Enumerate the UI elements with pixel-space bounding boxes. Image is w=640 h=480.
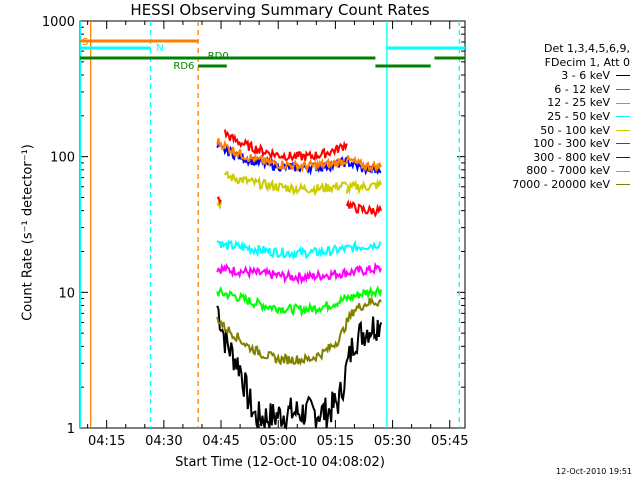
series-line — [216, 239, 382, 261]
legend-item: 12 - 25 keV — [512, 96, 630, 110]
series-line — [216, 261, 383, 286]
legend-item: 300 - 800 keV — [512, 151, 630, 165]
legend-label: 7000 - 20000 keV — [512, 177, 610, 191]
series-line — [223, 129, 348, 163]
legend-swatch — [616, 129, 630, 131]
series-line — [216, 138, 383, 174]
legend-header-line-2: FDecim 1, Att 0 — [544, 55, 630, 69]
legend-header-line-1: Det 1,3,4,5,6,9, — [543, 42, 630, 55]
y-tick-label: 1000 — [42, 15, 75, 30]
x-tick-label: 05:15 — [317, 434, 354, 449]
y-tick-label: 10 — [58, 286, 75, 301]
y-tick-label: 1 — [67, 422, 75, 437]
series-line — [216, 200, 222, 211]
night-flag-label: N — [156, 43, 163, 54]
legend-swatch — [616, 116, 630, 118]
series-line — [216, 196, 222, 205]
series-line — [216, 305, 383, 430]
y-tick-label: 100 — [50, 151, 75, 166]
legend-swatch — [616, 75, 630, 77]
series-line — [216, 297, 382, 367]
legend-swatch — [616, 157, 630, 159]
legend-label: 25 - 50 keV — [547, 109, 610, 123]
x-axis-label: Start Time (12-Oct-10 04:08:02) — [175, 455, 385, 470]
legend-item: 25 - 50 keV — [512, 110, 630, 124]
legend-swatch — [616, 143, 630, 145]
legend-swatch — [616, 89, 630, 91]
x-tick-label: 04:15 — [88, 434, 125, 449]
chart-title: HESSI Observing Summary Count Rates — [130, 1, 430, 19]
legend-label: 800 - 7000 keV — [526, 164, 610, 178]
legend-label: 6 - 12 keV — [554, 82, 610, 96]
legend-swatch — [616, 102, 630, 104]
legend-swatch — [616, 170, 630, 172]
series-line — [345, 199, 383, 218]
x-tick-label: 05:30 — [374, 434, 411, 449]
legend-item: 7000 - 20000 keV — [512, 178, 630, 192]
legend-item: 6 - 12 keV — [512, 83, 630, 97]
legend-label: 100 - 300 keV — [533, 137, 610, 151]
legend-swatch — [616, 184, 630, 186]
legend: Det 1,3,4,5,6,9, FDecim 1, Att 0 3 - 6 k… — [512, 42, 630, 192]
plot-frame — [79, 20, 466, 429]
legend-label: 3 - 6 keV — [561, 69, 610, 83]
legend-label: 50 - 100 keV — [540, 123, 610, 137]
legend-item: 50 - 100 keV — [512, 124, 630, 138]
legend-label: 12 - 25 keV — [547, 96, 610, 110]
timestamp: 12-Oct-2010 19:51 — [556, 467, 632, 476]
legend-item: 100 - 300 keV — [512, 137, 630, 151]
x-tick-label: 05:45 — [431, 434, 468, 449]
saa-flag-label: S — [82, 37, 88, 48]
series-line — [345, 178, 383, 196]
legend-label: 300 - 800 keV — [533, 150, 610, 164]
x-tick-label: 04:45 — [202, 434, 239, 449]
y-axis-label: Count Rate (s⁻¹ detector⁻¹) — [20, 144, 36, 321]
rd6-flag-label: RD6 — [173, 61, 194, 72]
rd0-flag-label: RD0 — [208, 51, 229, 62]
legend-item: 800 - 7000 keV — [512, 164, 630, 178]
series-line — [224, 170, 348, 197]
legend-item: 3 - 6 keV — [512, 69, 630, 83]
x-tick-label: 05:00 — [259, 434, 296, 449]
series-line — [216, 285, 383, 318]
x-tick-label: 04:30 — [145, 434, 182, 449]
